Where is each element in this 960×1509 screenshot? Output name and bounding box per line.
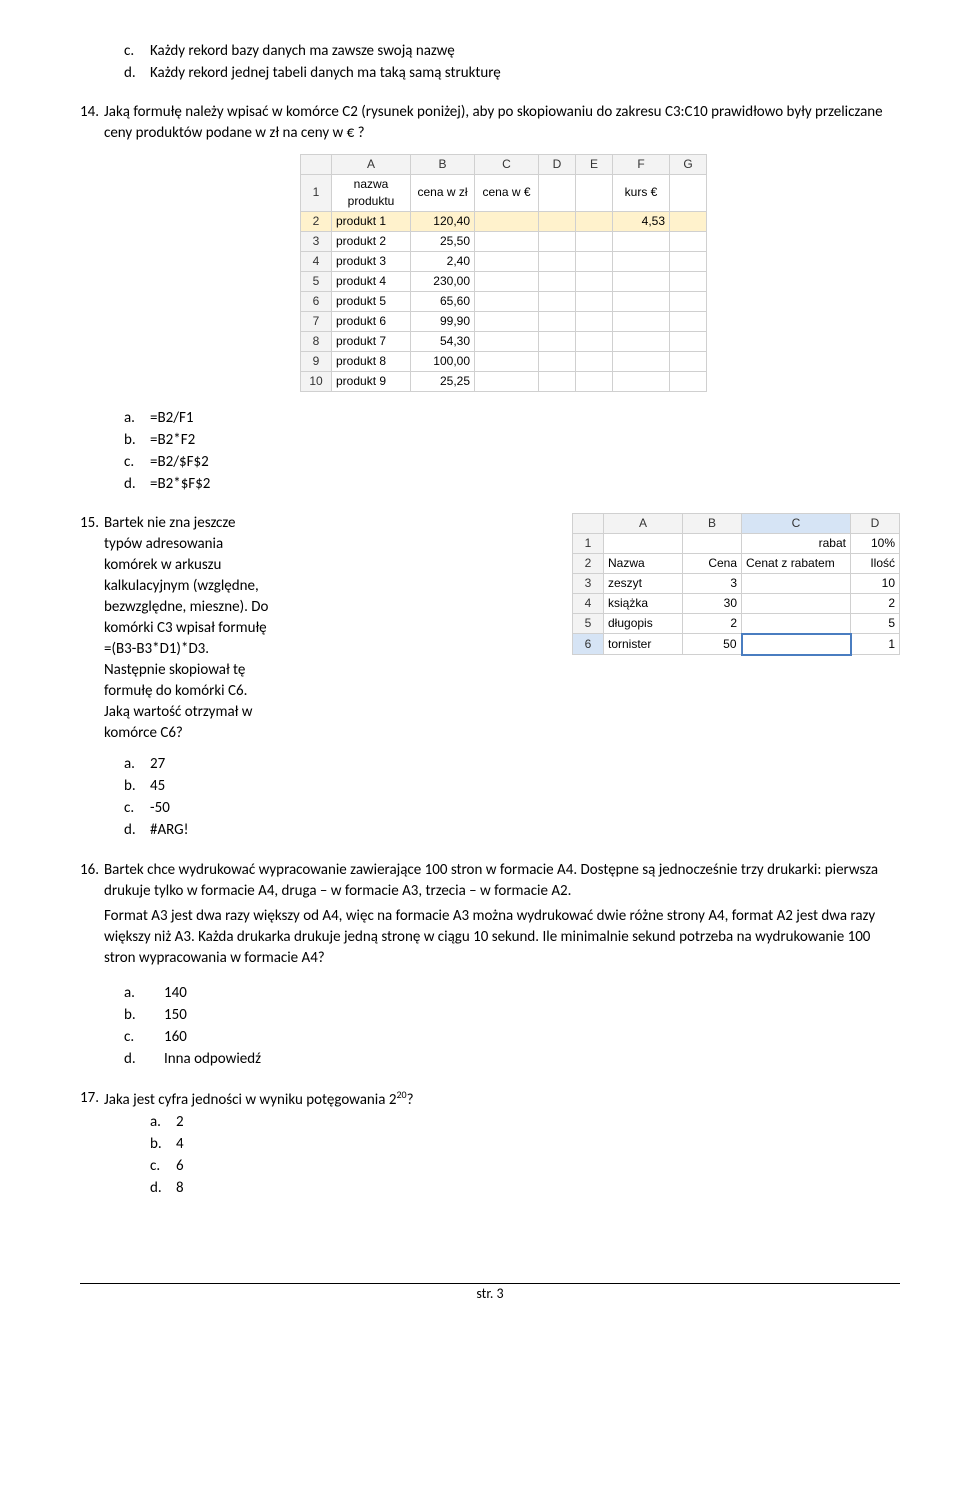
q16-d-letter: d.: [124, 1049, 150, 1070]
q14-spreadsheet: ABCDEFG1nazwa produktucena w złcena w €k…: [300, 154, 707, 392]
q16-b-letter: b.: [124, 1005, 150, 1026]
opt-d-text: Każdy rekord jednej tabeli danych ma tak…: [150, 63, 501, 84]
q17-c-text: 6: [176, 1156, 184, 1177]
q17-text-post: ?: [407, 1091, 414, 1109]
q14-d-letter: d.: [124, 474, 150, 495]
q14-a-text: =B2/F1: [150, 408, 194, 429]
q17-options: a.2 b.4 c.6 d.8: [80, 1112, 900, 1199]
q14-c-text: =B2/$F$2: [150, 452, 209, 473]
q15-c-text: -50: [150, 798, 170, 819]
q15-a-text: 27: [150, 754, 165, 775]
q17-text: Jaka jest cyfra jedności w wyniku potęgo…: [104, 1088, 414, 1111]
q14-options: a.=B2/F1 b.=B2*F2 c.=B2/$F$2 d.=B2*$F$2: [80, 408, 900, 495]
q15-a-letter: a.: [124, 754, 150, 775]
q17-c-letter: c.: [150, 1156, 176, 1177]
q14-number: 14.: [80, 102, 104, 144]
opt-c-text: Każdy rekord bazy danych ma zawsze swoją…: [150, 41, 455, 62]
footer-divider: [80, 1283, 900, 1284]
question-15: ABCD1rabat10%2NazwaCenaCenat z rabatemIl…: [80, 513, 900, 842]
q17-exponent: 20: [396, 1088, 406, 1101]
q16-a-text: 140: [150, 983, 187, 1004]
q16-options: a.140 b.150 c.160 d.Inna odpowiedź: [80, 983, 900, 1070]
q15-options: a.27 b.45 c.-50 d.#ARG!: [80, 754, 900, 841]
q15-b-text: 45: [150, 776, 165, 797]
q15-b-letter: b.: [124, 776, 150, 797]
q15-spreadsheet: ABCD1rabat10%2NazwaCenaCenat z rabatemIl…: [572, 513, 900, 656]
question-14: 14. Jaką formułę należy wpisać w komórce…: [80, 102, 900, 495]
q16-a-letter: a.: [124, 983, 150, 1004]
intro-options: c.Każdy rekord bazy danych ma zawsze swo…: [80, 41, 900, 84]
q17-a-text: 2: [176, 1112, 184, 1133]
q14-b-letter: b.: [124, 430, 150, 451]
q14-c-letter: c.: [124, 452, 150, 473]
q14-d-text: =B2*$F$2: [150, 474, 210, 495]
q17-a-letter: a.: [150, 1112, 176, 1133]
q15-c-letter: c.: [124, 798, 150, 819]
q16-para2: Format A3 jest dwa razy większy od A4, w…: [104, 907, 875, 967]
q14-b-text: =B2*F2: [150, 430, 195, 451]
question-17: 17. Jaka jest cyfra jedności w wyniku po…: [80, 1088, 900, 1199]
q16-c-letter: c.: [124, 1027, 150, 1048]
q15-d-letter: d.: [124, 820, 150, 841]
q16-b-text: 150: [150, 1005, 187, 1026]
q16-c-text: 160: [150, 1027, 187, 1048]
q14-a-letter: a.: [124, 408, 150, 429]
page-footer: str. 3: [80, 1279, 900, 1304]
question-16: 16. Bartek chce wydrukować wypracowanie …: [80, 860, 900, 1070]
opt-d-letter: d.: [124, 63, 150, 84]
q16-para1: Bartek chce wydrukować wypracowanie zawi…: [104, 861, 878, 900]
q14-text: Jaką formułę należy wpisać w komórce C2 …: [104, 102, 900, 144]
q16-number: 16.: [80, 860, 104, 902]
q15-text: Bartek nie zna jeszcze typów adresowania…: [104, 514, 268, 742]
q15-d-text: #ARG!: [150, 820, 189, 841]
q17-b-letter: b.: [150, 1134, 176, 1155]
q15-number: 15.: [80, 513, 104, 744]
q17-b-text: 4: [176, 1134, 184, 1155]
q17-text-pre: Jaka jest cyfra jedności w wyniku potęgo…: [104, 1091, 396, 1109]
q16-d-text: Inna odpowiedź: [150, 1049, 261, 1070]
page-number: str. 3: [476, 1285, 503, 1302]
opt-c-letter: c.: [124, 41, 150, 62]
q17-d-letter: d.: [150, 1178, 176, 1199]
q17-d-text: 8: [176, 1178, 184, 1199]
q17-number: 17.: [80, 1088, 104, 1111]
